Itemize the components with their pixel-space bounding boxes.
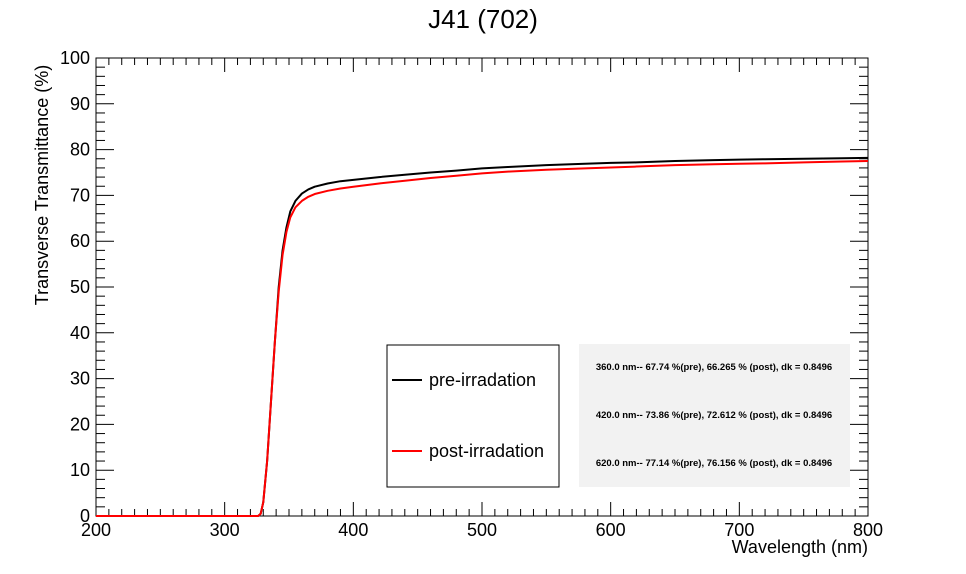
y-tick-label: 40	[70, 323, 90, 343]
stats-box-background	[579, 344, 850, 487]
y-tick-label: 70	[70, 185, 90, 205]
x-tick-label: 600	[596, 520, 626, 540]
x-tick-label: 500	[467, 520, 497, 540]
y-tick-label: 80	[70, 140, 90, 160]
stats-line-620: 620.0 nm-- 77.14 %(pre), 76.156 % (post)…	[596, 458, 832, 469]
y-tick-label: 50	[70, 277, 90, 297]
stats-line-360: 360.0 nm-- 67.74 %(pre), 66.265 % (post)…	[596, 362, 832, 373]
legend-box	[386, 344, 560, 488]
x-tick-label: 300	[210, 520, 240, 540]
x-tick-label: 200	[81, 520, 111, 540]
y-axis-title: Transverse Transmittance (%)	[32, 65, 52, 305]
x-tick-label: 700	[724, 520, 754, 540]
series-line-post-irradation	[96, 160, 869, 517]
tick-marks	[95, 57, 869, 517]
x-axis-title: Wavelength (nm)	[732, 537, 868, 557]
y-tick-label: 60	[70, 231, 90, 251]
stats-box: 360.0 nm-- 67.74 %(pre), 66.265 % (post)…	[579, 344, 850, 487]
stats-line-420: 420.0 nm-- 73.86 %(pre), 72.612 % (post)…	[596, 410, 832, 421]
y-tick-label: 10	[70, 460, 90, 480]
y-tick-label: 20	[70, 414, 90, 434]
legend: pre-irradation post-irradation	[386, 344, 560, 488]
series-lines	[96, 156, 869, 517]
y-tick-label: 90	[70, 94, 90, 114]
tick-labels: 200 300 400 500 600 700 800 0 10 20 30 40 50 60 70 80 90…	[60, 48, 883, 540]
chart-title: J41 (702)	[428, 4, 538, 34]
legend-label-post-irradation: post-irradation	[429, 441, 544, 461]
x-tick-label: 400	[338, 520, 368, 540]
y-tick-label: 0	[80, 506, 90, 526]
y-tick-label: 100	[60, 48, 90, 68]
legend-label-pre-irradation: pre-irradation	[429, 370, 536, 390]
y-tick-label: 30	[70, 369, 90, 389]
x-tick-label: 800	[853, 520, 883, 540]
